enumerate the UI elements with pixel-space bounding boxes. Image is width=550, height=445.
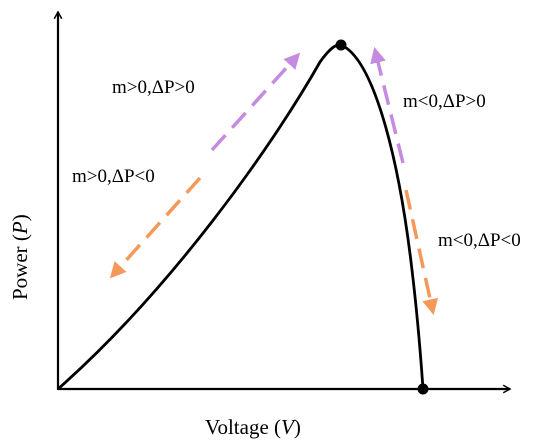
- increase-arrow-right: [370, 46, 405, 164]
- increase-arrow-left: [210, 52, 301, 152]
- label-right-decrease: m<0,ΔP<0: [438, 230, 521, 251]
- x-axis-title: Voltage (V): [205, 415, 301, 439]
- open-circuit-point: [417, 383, 429, 395]
- y-axis-symbol: P: [8, 221, 32, 235]
- x-axis-symbol: V: [281, 415, 296, 439]
- label-left-decrease: m>0,ΔP<0: [72, 166, 155, 187]
- y-axis-title: Power (P): [8, 214, 32, 300]
- label-right-increase: m<0,ΔP>0: [403, 91, 486, 112]
- y-axis-title-text: Power: [8, 246, 32, 300]
- x-axis-title-text: Voltage: [205, 415, 269, 439]
- decrease-arrow-right: [404, 189, 439, 316]
- decrease-arrow-left: [109, 176, 202, 279]
- label-left-increase: m>0,ΔP>0: [112, 77, 195, 98]
- max-power-point: [335, 39, 347, 51]
